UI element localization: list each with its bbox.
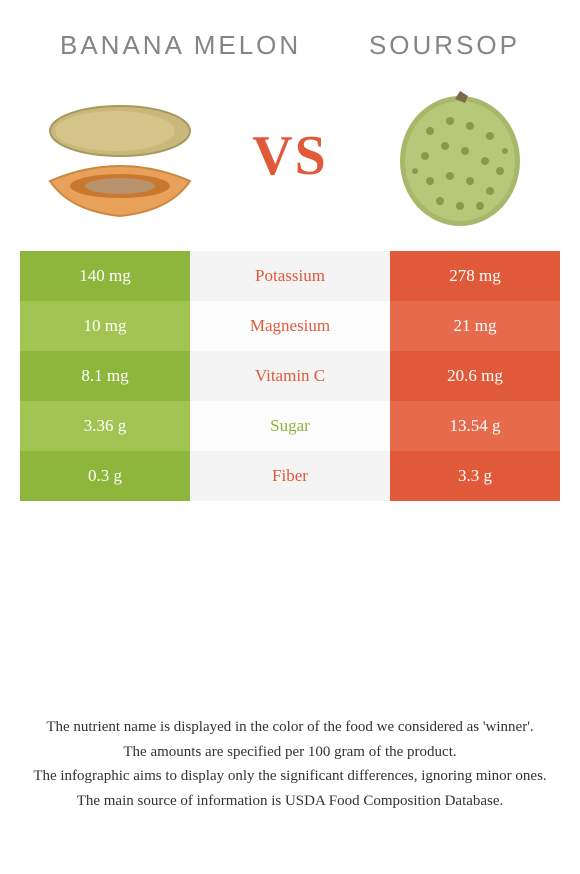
footer-notes: The nutrient name is displayed in the co… [0,716,580,814]
right-value: 20.6 mg [390,351,560,401]
right-value: 278 mg [390,251,560,301]
nutrient-name: Fiber [190,451,390,501]
table-row: 3.36 gSugar13.54 g [20,401,560,451]
right-value: 21 mg [390,301,560,351]
right-food-image [370,81,550,231]
footer-line: The infographic aims to display only the… [20,765,560,788]
left-food-image [30,81,210,231]
vs-label: VS [252,124,328,188]
left-value: 10 mg [20,301,190,351]
left-value: 0.3 g [20,451,190,501]
comparison-table: 140 mgPotassium278 mg10 mgMagnesium21 mg… [20,251,560,501]
nutrient-name: Sugar [190,401,390,451]
footer-line: The nutrient name is displayed in the co… [20,716,560,739]
header: BANANA MELON SOURSOP [0,0,580,71]
left-value: 140 mg [20,251,190,301]
table-row: 10 mgMagnesium21 mg [20,301,560,351]
right-food-title: SOURSOP [369,30,520,61]
images-row: VS [0,71,580,251]
right-value: 3.3 g [390,451,560,501]
table-row: 8.1 mgVitamin C20.6 mg [20,351,560,401]
nutrient-name: Potassium [190,251,390,301]
nutrient-name: Vitamin C [190,351,390,401]
right-value: 13.54 g [390,401,560,451]
footer-line: The amounts are specified per 100 gram o… [20,741,560,764]
left-food-title: BANANA MELON [60,30,301,61]
footer-line: The main source of information is USDA F… [20,790,560,813]
nutrient-name: Magnesium [190,301,390,351]
table-row: 0.3 gFiber3.3 g [20,451,560,501]
table-row: 140 mgPotassium278 mg [20,251,560,301]
left-value: 8.1 mg [20,351,190,401]
left-value: 3.36 g [20,401,190,451]
